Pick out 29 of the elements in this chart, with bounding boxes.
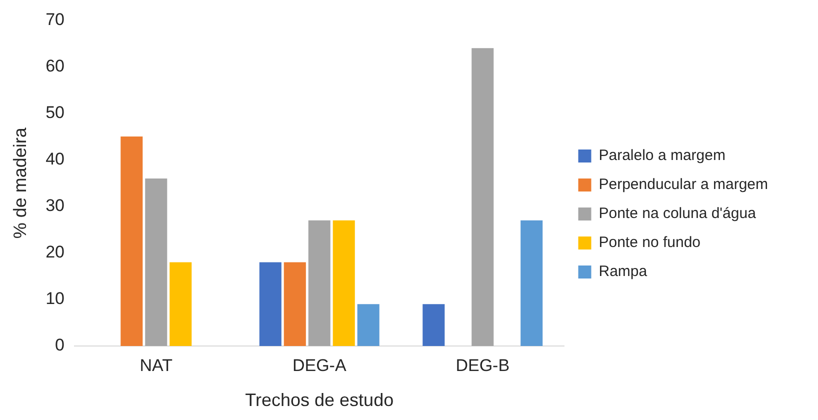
y-tick-label: 30 — [46, 196, 65, 216]
bar — [472, 48, 494, 346]
bar — [145, 178, 168, 346]
y-tick-label: 50 — [46, 102, 65, 122]
y-tick-label: 60 — [46, 56, 65, 76]
bar — [120, 136, 143, 346]
bar — [520, 220, 543, 346]
y-tick-label: 20 — [46, 242, 65, 262]
x-tick-label: NAT — [140, 356, 173, 375]
bar — [422, 304, 445, 346]
x-axis-title: Trechos de estudo — [245, 390, 394, 410]
bar — [332, 220, 355, 346]
y-tick-label: 70 — [46, 10, 65, 29]
bar — [170, 262, 192, 346]
legend-label: Perpenducular a margem — [598, 176, 768, 194]
legend-label: Ponte no fundo — [598, 234, 701, 252]
bar — [308, 220, 330, 346]
y-tick-label: 0 — [55, 336, 65, 355]
y-tick-label: 40 — [46, 150, 65, 169]
legend-label: Rampa — [598, 263, 648, 280]
bar — [357, 304, 380, 346]
y-tick-label: 10 — [46, 289, 65, 308]
bar — [259, 262, 282, 346]
x-tick-label: DEG-B — [456, 356, 510, 375]
legend-label: Paralelo a margem — [598, 147, 726, 164]
y-axis-title: % de madeira — [10, 126, 30, 239]
legend-label: Ponte na coluna d'água — [598, 205, 757, 222]
bar — [284, 262, 306, 346]
x-tick-label: DEG-A — [292, 356, 347, 375]
